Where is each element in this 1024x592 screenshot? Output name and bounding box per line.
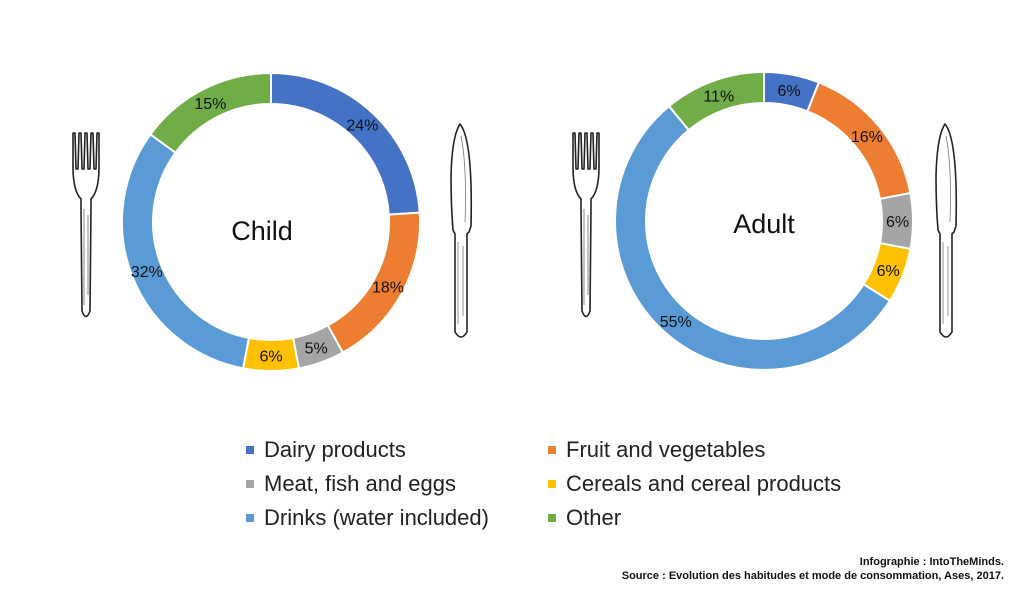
donut-adult-slice-other — [667, 70, 765, 132]
legend-swatch-cereals — [548, 480, 556, 488]
donut-child-center-label: Child — [231, 216, 293, 246]
fork-icon-left — [72, 132, 100, 318]
legend-swatch-dairy — [246, 446, 254, 454]
donut-adult-label-cereals: 6% — [877, 263, 900, 280]
legend-swatch-drinks — [246, 514, 254, 522]
donut-child-label-fruit: 18% — [372, 279, 404, 296]
donut-child-label-meat: 5% — [305, 341, 328, 358]
legend-item-fruit: Fruit and vegetables — [548, 436, 908, 464]
legend-swatch-other — [548, 514, 556, 522]
legend-item-other: Other — [548, 504, 908, 532]
knife-icon-left — [450, 123, 473, 338]
donut-adult: 6% 16% 6% 6% 55% 11% — [613, 70, 914, 371]
credits-source: Source : Evolution des habitudes et mode… — [621, 570, 1004, 582]
knife-icon-right — [935, 123, 958, 338]
donut-child-slice-dairy — [270, 71, 421, 216]
legend-label: Dairy products — [264, 437, 406, 462]
legend-label: Drinks (water included) — [264, 505, 489, 530]
fork-icon-right — [572, 132, 600, 318]
legend-swatch-fruit — [548, 446, 556, 454]
legend-swatch-meat — [246, 480, 254, 488]
donut-child-slice-other — [149, 71, 272, 155]
donut-adult-label-fruit: 16% — [851, 129, 883, 146]
credits: Infographie : IntoTheMinds. Source : Evo… — [622, 555, 1004, 583]
legend: Dairy products Fruit and vegetables Meat… — [246, 436, 908, 532]
donut-adult-slice-drinks — [613, 104, 892, 371]
donut-child: 24% 18% 5% 6% 32% 15% — [121, 71, 421, 372]
donut-child-label-drinks: 32% — [131, 264, 163, 281]
donut-child-label-cereals: 6% — [259, 349, 282, 366]
legend-label: Meat, fish and eggs — [264, 471, 457, 496]
donut-adult-label-other: 11% — [703, 88, 734, 105]
legend-label: Fruit and vegetables — [566, 437, 766, 462]
donut-adult-label-drinks: 55% — [660, 314, 692, 331]
legend-label: Other — [566, 505, 622, 530]
legend-item-cereals: Cereals and cereal products — [548, 470, 908, 498]
donut-adult-label-meat: 6% — [886, 214, 909, 231]
credits-infographic: Infographie : IntoTheMinds. — [859, 556, 1004, 568]
legend-label: Cereals and cereal products — [566, 471, 842, 496]
donut-adult-center-label: Adult — [733, 209, 795, 239]
legend-item-meat: Meat, fish and eggs — [246, 470, 548, 498]
donut-child-slice-drinks — [121, 133, 251, 370]
donut-child-label-other: 15% — [194, 96, 226, 113]
legend-item-dairy: Dairy products — [246, 436, 548, 464]
chart-area: 24% 18% 5% 6% 32% 15% 6% 16% 6% 6% 55% 11% Child A… — [72, 70, 958, 372]
donut-child-label-dairy: 24% — [346, 118, 378, 135]
donut-adult-label-dairy: 6% — [777, 83, 800, 100]
legend-item-drinks: Drinks (water included) — [246, 504, 548, 532]
